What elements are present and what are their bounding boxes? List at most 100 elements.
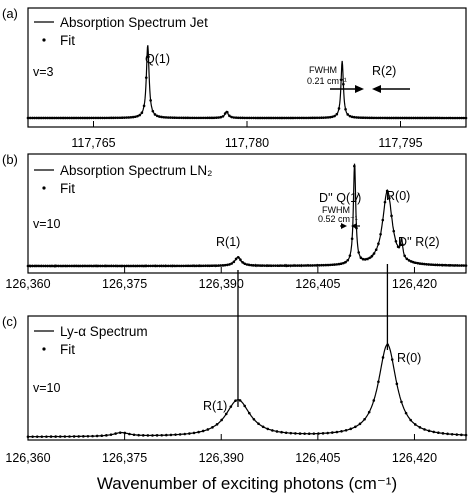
panel-b-frame bbox=[27, 153, 467, 274]
x-tick-label: 117,795 bbox=[378, 136, 422, 150]
fit-point bbox=[217, 116, 220, 119]
fit-point bbox=[416, 261, 420, 265]
fit-point bbox=[210, 116, 214, 120]
fit-point bbox=[243, 116, 247, 120]
fit-point bbox=[328, 115, 332, 119]
fit-point bbox=[450, 432, 454, 436]
fit-point bbox=[311, 116, 315, 120]
fit-point bbox=[458, 264, 461, 267]
fit-point bbox=[232, 260, 236, 264]
fit-point bbox=[399, 243, 402, 246]
fit-point bbox=[206, 428, 210, 431]
fit-point bbox=[395, 382, 399, 386]
fit-point bbox=[238, 399, 242, 402]
fit-point bbox=[229, 405, 233, 408]
fit-point bbox=[335, 430, 339, 434]
fit-point bbox=[204, 116, 207, 120]
x-axis-ticks: 126,360 126,375 126,390 126,405 126,420 bbox=[5, 267, 437, 291]
fit-point bbox=[190, 116, 194, 120]
fit-point bbox=[423, 428, 426, 431]
fit-point bbox=[298, 264, 301, 267]
fit-point bbox=[101, 264, 104, 268]
x-tick-label: 126,420 bbox=[392, 277, 437, 291]
fit-point bbox=[63, 264, 67, 268]
fit-point bbox=[166, 264, 170, 268]
fit-point bbox=[377, 242, 380, 245]
fit-point bbox=[101, 116, 104, 120]
fit-point bbox=[131, 115, 135, 119]
fit-point bbox=[174, 433, 177, 436]
panel-b-label: (b) bbox=[2, 152, 18, 167]
fit-point bbox=[120, 116, 124, 119]
fit-point bbox=[298, 432, 302, 435]
fit-point bbox=[178, 433, 182, 436]
fit-point bbox=[363, 258, 367, 261]
panel-c-legend: Ly-α Spectrum Fit bbox=[34, 324, 148, 357]
fit-point bbox=[83, 264, 87, 268]
fit-point bbox=[342, 82, 345, 86]
fit-point bbox=[132, 433, 136, 437]
fit-point bbox=[169, 116, 172, 119]
fit-point bbox=[357, 116, 360, 119]
fit-point bbox=[223, 263, 227, 267]
fit-point bbox=[257, 422, 260, 426]
fit-point bbox=[274, 264, 277, 267]
fit-point bbox=[464, 116, 468, 120]
fit-point bbox=[55, 116, 58, 120]
fit-point bbox=[42, 264, 45, 268]
fit-point bbox=[344, 108, 347, 111]
fit-point bbox=[241, 116, 244, 120]
fit-point bbox=[440, 116, 444, 120]
fit-point bbox=[90, 116, 93, 120]
fit-point bbox=[353, 115, 356, 119]
fit-point bbox=[223, 112, 227, 115]
x-tick-label: 126,420 bbox=[392, 451, 437, 465]
fit-point bbox=[324, 263, 328, 267]
legend-entry-fit: Fit bbox=[60, 181, 75, 196]
fit-point bbox=[173, 264, 177, 268]
fit-point bbox=[313, 116, 317, 120]
legend-dot-swatch bbox=[42, 186, 46, 190]
panel-b-vib-level: v=10 bbox=[33, 217, 61, 231]
fit-point bbox=[125, 116, 128, 119]
fit-point bbox=[116, 264, 120, 268]
fit-point bbox=[403, 254, 406, 258]
fit-point bbox=[109, 116, 113, 120]
fit-point bbox=[96, 116, 100, 120]
fit-point bbox=[83, 116, 87, 120]
fit-point bbox=[359, 116, 363, 119]
fit-point bbox=[447, 263, 450, 267]
fit-point bbox=[453, 264, 457, 267]
fit-point bbox=[250, 263, 253, 267]
fit-point bbox=[149, 264, 152, 268]
fit-point bbox=[186, 264, 190, 268]
fit-point bbox=[400, 400, 403, 404]
x-tick-label: 126,360 bbox=[5, 277, 50, 291]
fit-point bbox=[326, 431, 329, 435]
fit-point bbox=[105, 116, 109, 120]
fit-point bbox=[321, 432, 325, 435]
fit-point bbox=[258, 116, 262, 120]
fit-point bbox=[358, 422, 362, 426]
fit-point bbox=[289, 264, 293, 267]
fit-point bbox=[312, 432, 316, 435]
fit-point bbox=[180, 264, 183, 268]
fit-point bbox=[438, 116, 442, 120]
fit-point bbox=[366, 257, 369, 261]
x-axis-ticks: 126,360 126,375 126,390 126,405 126,420 bbox=[5, 434, 437, 465]
fit-point bbox=[95, 434, 99, 438]
fit-point bbox=[261, 264, 264, 267]
fit-point bbox=[396, 116, 400, 120]
fit-point bbox=[315, 264, 319, 267]
fit-point bbox=[142, 104, 146, 108]
fit-point bbox=[142, 264, 146, 268]
fit-point bbox=[322, 116, 325, 119]
fit-point bbox=[390, 358, 394, 361]
fit-point bbox=[252, 116, 255, 120]
fit-point bbox=[162, 264, 166, 268]
fit-point bbox=[293, 116, 297, 120]
fwhm-arrows bbox=[330, 85, 410, 93]
fit-point bbox=[252, 264, 255, 267]
panel-a-legend: Absorption Spectrum Jet Fit bbox=[34, 15, 208, 48]
fit-point bbox=[381, 116, 385, 120]
